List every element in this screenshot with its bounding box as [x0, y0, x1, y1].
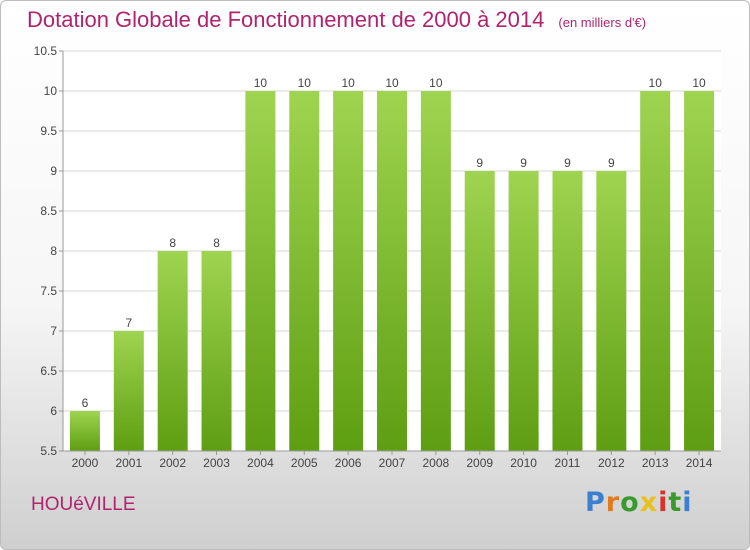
bar-2014: [684, 91, 715, 451]
data-label: 6: [82, 396, 89, 410]
bar-2002: [157, 251, 188, 451]
x-tick-label: 2010: [510, 456, 537, 470]
data-label: 9: [476, 156, 483, 170]
x-tick-label: 2009: [466, 456, 493, 470]
bar-2009: [464, 171, 495, 451]
data-label: 10: [341, 76, 355, 90]
x-tick-label: 2001: [115, 456, 142, 470]
logo-letter: o: [620, 487, 640, 518]
x-tick-label: 2006: [335, 456, 362, 470]
bar-2012: [596, 171, 627, 451]
data-label: 10: [429, 76, 443, 90]
bar-2010: [508, 171, 539, 451]
data-label: 8: [213, 236, 220, 250]
logo-letter: i: [682, 487, 693, 518]
y-tick-label: 6: [50, 404, 57, 418]
bar-2003: [201, 251, 232, 451]
chart-title: Dotation Globale de Fonctionnement de 20…: [27, 7, 646, 33]
bar-2005: [289, 91, 320, 451]
y-tick-label: 10.5: [34, 44, 58, 58]
x-tick-label: 2000: [72, 456, 99, 470]
logo-letter: i: [658, 487, 669, 518]
bar-2000: [69, 411, 100, 451]
data-label: 9: [608, 156, 615, 170]
data-label: 10: [649, 76, 663, 90]
y-tick-label: 7.5: [40, 284, 57, 298]
bar-2006: [333, 91, 364, 451]
x-tick-label: 2013: [642, 456, 669, 470]
data-label: 10: [298, 76, 312, 90]
y-tick-label: 9.5: [40, 124, 57, 138]
data-label: 10: [254, 76, 268, 90]
data-label: 10: [385, 76, 399, 90]
data-label: 9: [564, 156, 571, 170]
chart-subtitle: (en milliers d'€): [558, 15, 647, 30]
data-label: 7: [125, 316, 132, 330]
bar-2013: [640, 91, 671, 451]
data-label: 8: [169, 236, 176, 250]
x-tick-label: 2008: [423, 456, 450, 470]
chart-title-text: Dotation Globale de Fonctionnement de 20…: [27, 7, 545, 32]
logo-letter: P: [585, 487, 606, 518]
bar-2011: [552, 171, 583, 451]
x-tick-label: 2005: [291, 456, 318, 470]
y-tick-label: 5.5: [40, 444, 57, 458]
bar-2001: [113, 331, 144, 451]
x-tick-label: 2007: [379, 456, 406, 470]
y-tick-label: 7: [50, 324, 57, 338]
bar-2007: [377, 91, 407, 451]
y-tick-label: 10: [44, 84, 58, 98]
data-label: 9: [520, 156, 527, 170]
commune-name: HOUéVILLE: [31, 494, 136, 515]
bar-2008: [420, 91, 451, 451]
bar-2004: [245, 91, 276, 451]
x-tick-label: 2012: [598, 456, 625, 470]
x-tick-label: 2003: [203, 456, 230, 470]
x-tick-label: 2011: [555, 456, 581, 470]
x-tick-label: 2004: [247, 456, 274, 470]
x-tick-label: 2014: [686, 456, 713, 470]
y-tick-label: 8: [50, 244, 57, 258]
logo-letter: r: [605, 487, 621, 518]
data-label: 10: [692, 76, 706, 90]
y-tick-label: 9: [50, 164, 57, 178]
logo-letter: t: [668, 487, 683, 518]
proxiti-logo: Proxiti: [585, 487, 693, 518]
x-tick-label: 2002: [159, 456, 186, 470]
y-tick-label: 8.5: [40, 204, 57, 218]
y-tick-label: 6.5: [40, 364, 57, 378]
logo-letter: x: [639, 487, 659, 518]
